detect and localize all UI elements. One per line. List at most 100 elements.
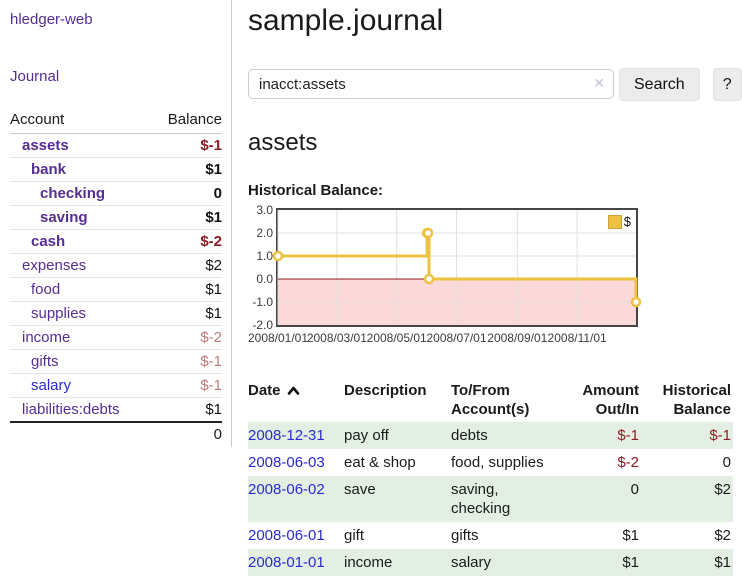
y-axis-tick-label: 3.0 (256, 203, 273, 217)
page-title: sample.journal (248, 4, 444, 37)
accounts-header-account: Account (10, 109, 152, 134)
account-link[interactable]: saving (40, 209, 88, 226)
account-link[interactable]: gifts (31, 353, 59, 370)
transaction-date-cell: 2008-12-31 (248, 422, 344, 449)
account-balance: $-1 (151, 373, 222, 398)
account-link[interactable]: food (31, 281, 61, 298)
account-link[interactable]: checking (40, 185, 106, 202)
x-axis-tick-label: 2008/07/01 (426, 331, 487, 345)
transaction-amount: 0 (630, 481, 639, 498)
account-balance: 0 (151, 181, 222, 206)
chart-plot-area: $ (272, 208, 642, 327)
account-link[interactable]: cash (31, 233, 66, 250)
account-balance: $2 (151, 253, 222, 278)
account-link[interactable]: expenses (22, 257, 87, 274)
account-balance: $-2 (151, 229, 222, 254)
transaction-date-cell: 2008-06-03 (248, 449, 344, 476)
search-input[interactable] (248, 69, 614, 99)
transaction-balance: $2 (714, 481, 731, 498)
register-header-date[interactable]: Date (248, 378, 344, 422)
transaction-row: 2008-06-03 eat & shop food, supplies $-2 0 (248, 449, 733, 476)
account-row: expenses $2 (10, 253, 222, 278)
account-row: supplies $1 (10, 301, 222, 326)
register-table: Date Description To/From Account(s) Amou… (248, 378, 733, 576)
account-name-cell: income (10, 325, 152, 350)
transaction-row: 2008-01-01 income salary $1 $1 (248, 549, 733, 576)
account-link[interactable]: salary (31, 377, 72, 394)
account-balance: $-2 (151, 325, 222, 350)
transaction-description: eat & shop (344, 454, 416, 471)
accounts-header-row: Account Balance (10, 109, 222, 134)
transaction-row: 2008-06-02 save saving, checking 0 $2 (248, 476, 733, 522)
register-header-description: Description (344, 382, 427, 399)
x-axis-tick-label: 2008/05/01 (366, 331, 427, 345)
y-axis-tick-label: -2.0 (252, 318, 273, 332)
transaction-balance: $1 (714, 554, 731, 571)
sort-ascending-icon (287, 382, 300, 401)
transaction-row: 2008-12-31 pay off debts $-1 $-1 (248, 422, 733, 449)
app-title-link[interactable]: hledger-web (10, 11, 93, 28)
transaction-date-link[interactable]: 2008-01-01 (248, 554, 325, 571)
account-name-cell: supplies (10, 301, 152, 326)
chart-title: Historical Balance: (248, 182, 384, 199)
search-form: ✕ Search ? (248, 68, 742, 101)
account-balance: $1 (151, 205, 222, 230)
transaction-amount: $-2 (617, 454, 639, 471)
x-axis-tick-label: 2008/09/01 (487, 331, 548, 345)
account-row: bank $1 (10, 157, 222, 182)
transaction-date-link[interactable]: 2008-12-31 (248, 427, 325, 444)
accounts-header-balance: Balance (151, 109, 222, 134)
transaction-accounts: food, supplies (451, 454, 544, 471)
legend-swatch (607, 214, 622, 229)
x-axis-tick-label: 2008/01/01 (247, 331, 309, 345)
chart-legend: $ (605, 213, 633, 230)
account-link[interactable]: assets (22, 137, 69, 154)
transaction-balance: 0 (722, 454, 731, 471)
transaction-date-link[interactable]: 2008-06-02 (248, 481, 325, 498)
accounts-total-row: 0 (10, 421, 222, 446)
help-button[interactable]: ? (712, 68, 742, 101)
account-name-cell: checking (10, 181, 152, 206)
y-axis-tick-label: 0.0 (256, 272, 273, 286)
search-button[interactable]: Search (619, 68, 700, 101)
account-balance: $1 (151, 301, 222, 326)
account-row: cash $-2 (10, 229, 222, 254)
transaction-amount: $1 (622, 554, 639, 571)
transaction-balance: $2 (714, 527, 731, 544)
account-link[interactable]: bank (31, 161, 67, 178)
transaction-accounts: gifts (451, 527, 479, 544)
account-link[interactable]: liabilities:debts (22, 401, 120, 418)
account-link[interactable]: supplies (31, 305, 87, 322)
transaction-date-link[interactable]: 2008-06-01 (248, 527, 325, 544)
transaction-description: pay off (344, 427, 389, 444)
account-link[interactable]: income (22, 329, 71, 346)
historical-balance-chart: $ 3.0 2.0 1.0 0.0 -1.0 -2.0 2008/01/01 2008/03/… (247, 203, 742, 358)
account-name-cell: gifts (10, 349, 152, 374)
account-row: saving $1 (10, 205, 222, 230)
sidebar: hledger-web Journal Account Balance asse… (0, 0, 232, 447)
account-balance: $1 (151, 397, 222, 423)
account-row: liabilities:debts $1 (10, 397, 222, 423)
register-header-amount: Amount Out/In (582, 382, 639, 418)
account-name-cell: salary (10, 373, 152, 398)
sidebar-item-journal[interactable]: Journal (10, 68, 60, 85)
register-header-accounts: To/From Account(s) (451, 382, 530, 418)
account-name-cell: bank (10, 157, 152, 182)
transaction-date-link[interactable]: 2008-06-03 (248, 454, 325, 471)
account-name-cell: liabilities:debts (10, 397, 152, 423)
transaction-date-cell: 2008-06-01 (248, 522, 344, 549)
x-axis-tick-label: 2008/03/01 (306, 331, 367, 345)
transaction-date-cell: 2008-01-01 (248, 549, 344, 576)
account-name-cell: assets (10, 133, 152, 158)
transaction-balance: $-1 (709, 427, 731, 444)
account-name-cell: food (10, 277, 152, 302)
account-balance: $-1 (151, 349, 222, 374)
account-title: assets (248, 129, 318, 156)
account-row: food $1 (10, 277, 222, 302)
transaction-accounts: debts (451, 427, 488, 444)
transaction-row: 2008-06-01 gift gifts $1 $2 (248, 522, 733, 549)
clear-search-icon[interactable]: ✕ (593, 75, 605, 91)
legend-label: $ (623, 214, 631, 229)
transaction-accounts: salary (451, 554, 492, 571)
